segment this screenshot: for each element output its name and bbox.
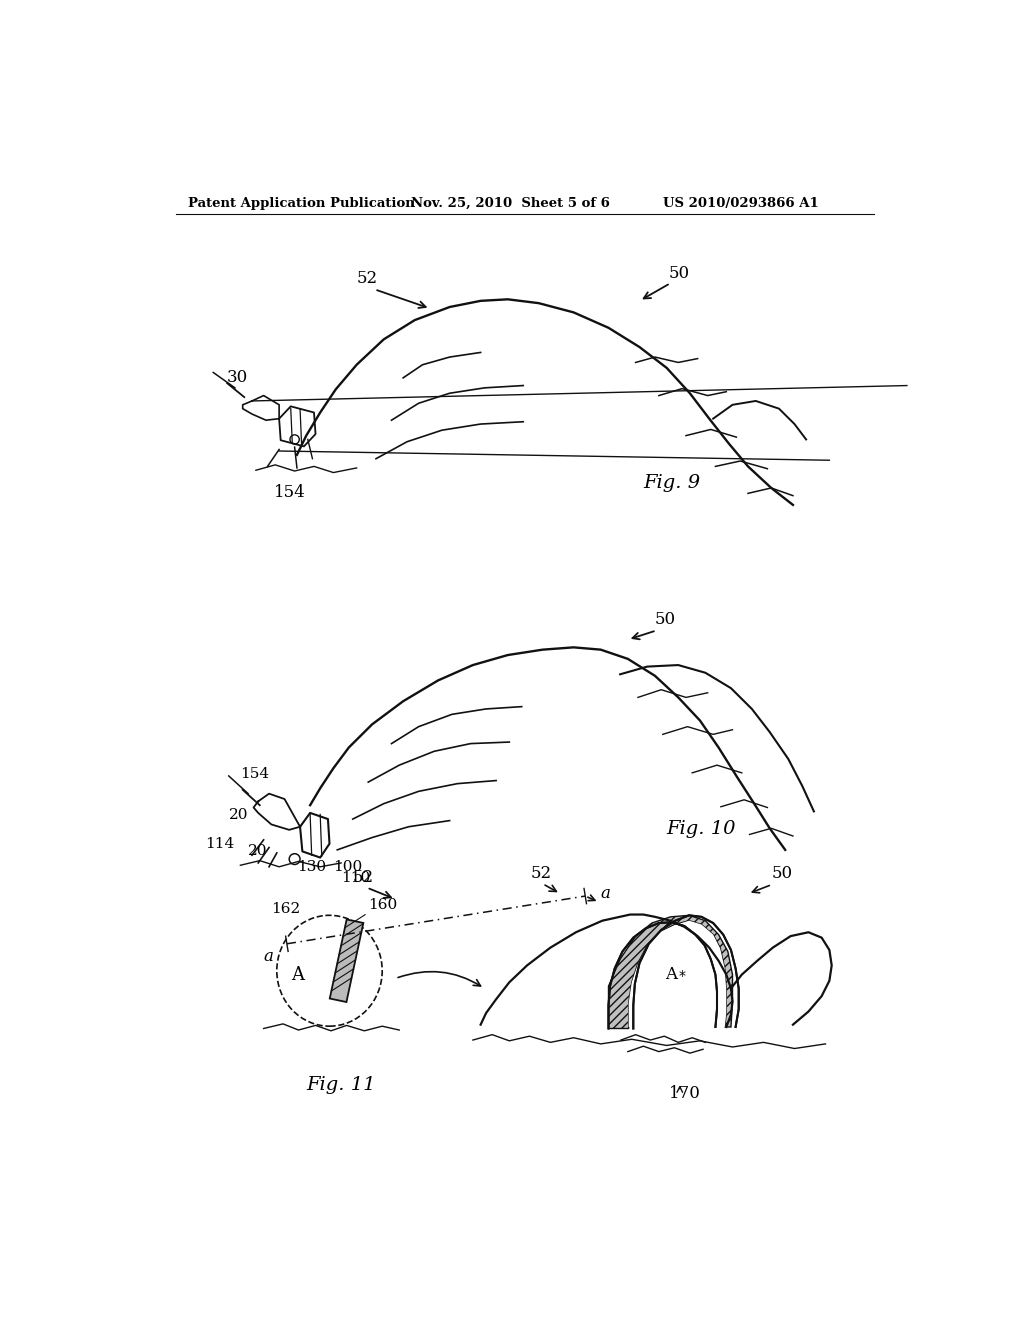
Text: 20: 20	[228, 808, 248, 822]
Text: 114: 114	[206, 837, 234, 850]
Text: 170: 170	[669, 1085, 700, 1102]
Text: 50: 50	[771, 866, 793, 882]
Text: 110: 110	[341, 871, 371, 886]
Text: 30: 30	[227, 368, 249, 385]
Text: A: A	[665, 966, 677, 983]
Text: US 2010/0293866 A1: US 2010/0293866 A1	[663, 197, 818, 210]
Text: 154: 154	[273, 484, 305, 502]
Text: 100: 100	[334, 859, 362, 874]
Text: *: *	[678, 969, 685, 983]
Text: A: A	[291, 966, 304, 983]
Text: 154: 154	[241, 767, 269, 781]
Text: 52: 52	[356, 271, 378, 288]
Text: 52: 52	[531, 866, 552, 882]
Text: Fig. 9: Fig. 9	[643, 474, 700, 492]
Text: Patent Application Publication: Patent Application Publication	[188, 197, 415, 210]
Text: 50: 50	[655, 611, 676, 628]
Text: Fig. 10: Fig. 10	[667, 821, 736, 838]
Text: 160: 160	[369, 898, 397, 912]
Polygon shape	[629, 921, 726, 1027]
Text: 162: 162	[271, 902, 301, 916]
Text: 52: 52	[352, 869, 374, 886]
Text: Fig. 11: Fig. 11	[306, 1076, 376, 1094]
Text: 20: 20	[248, 845, 267, 858]
Text: a: a	[263, 948, 273, 965]
Text: Nov. 25, 2010  Sheet 5 of 6: Nov. 25, 2010 Sheet 5 of 6	[411, 197, 609, 210]
Text: 50: 50	[669, 265, 690, 281]
FancyBboxPatch shape	[330, 920, 364, 1002]
Text: 130: 130	[297, 859, 326, 874]
Text: a: a	[601, 884, 610, 902]
Polygon shape	[608, 915, 732, 1028]
